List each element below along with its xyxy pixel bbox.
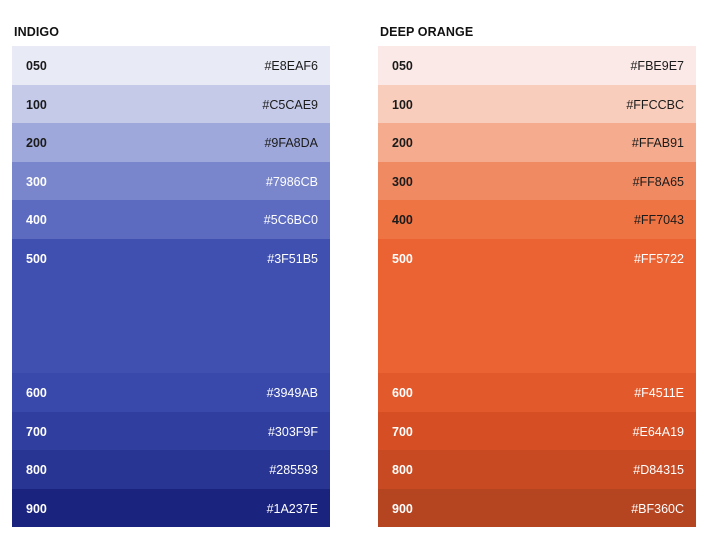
- swatch-shade: 500: [26, 251, 47, 266]
- swatch-500: 500 #3F51B5: [12, 238, 330, 373]
- swatch-hex: #FF5722: [633, 251, 684, 266]
- swatch-shade: 050: [392, 59, 413, 73]
- swatch-shade: 200: [26, 136, 47, 151]
- swatch-hex: #E64A19: [632, 424, 684, 439]
- swatch-shade: 400: [26, 213, 47, 228]
- swatch-300: 300 #FF8A65: [378, 161, 696, 201]
- swatch-shade: 700: [26, 424, 47, 439]
- swatch-hex: #9FA8DA: [264, 136, 318, 151]
- swatch-600: 600 #F4511E: [378, 372, 696, 412]
- swatch-500: 500 #FF5722: [378, 238, 696, 373]
- swatch-shade: 200: [392, 136, 413, 151]
- swatch-hex: #C5CAE9: [262, 97, 318, 112]
- swatch-hex: #FBE9E7: [630, 59, 684, 73]
- palette-title: INDIGO: [14, 25, 60, 39]
- swatch-hex: #FFAB91: [631, 136, 684, 151]
- swatch-shade: 900: [26, 501, 47, 516]
- palette-title: DEEP ORANGE: [380, 25, 474, 39]
- palette-indigo: INDIGO 050 #E8EAF6 100 #C5CAE9 200 #9FA8DA …: [12, 0, 330, 528]
- swatch-hex: #303F9F: [267, 424, 318, 439]
- swatch-hex: #BF360C: [631, 501, 684, 516]
- swatch-200: 200 #9FA8DA: [12, 123, 330, 162]
- swatch-hex: #5C6BC0: [263, 213, 318, 228]
- swatch-shade: 500: [392, 251, 413, 266]
- swatch-shade: 300: [392, 174, 413, 189]
- swatch-600: 600 #3949AB: [12, 372, 330, 412]
- swatch-hex: #1A237E: [266, 501, 318, 516]
- swatch-900: 900 #BF360C: [378, 488, 696, 528]
- swatch-hex: #3F51B5: [267, 251, 318, 266]
- swatch-100: 100 #C5CAE9: [12, 84, 330, 124]
- swatch-hex: #F4511E: [634, 385, 684, 400]
- swatch-hex: #D84315: [633, 463, 684, 478]
- swatch-050: 050 #E8EAF6: [12, 46, 330, 85]
- swatch-400: 400 #FF7043: [378, 200, 696, 239]
- swatch-700: 700 #303F9F: [12, 411, 330, 451]
- swatch-shade: 100: [392, 97, 413, 112]
- swatch-800: 800 #D84315: [378, 450, 696, 489]
- swatch-shade: 800: [26, 463, 47, 478]
- swatch-200: 200 #FFAB91: [378, 123, 696, 162]
- swatch-300: 300 #7986CB: [12, 161, 330, 201]
- swatch-shade: 700: [392, 424, 413, 439]
- swatch-shade: 600: [392, 385, 413, 400]
- swatch-hex: #FFCCBC: [626, 97, 684, 112]
- swatch-800: 800 #285593: [12, 450, 330, 489]
- swatch-700: 700 #E64A19: [378, 411, 696, 451]
- swatch-shade: 050: [26, 59, 47, 73]
- swatch-hex: #E8EAF6: [264, 59, 318, 73]
- swatch-100: 100 #FFCCBC: [378, 84, 696, 124]
- swatch-shade: 300: [26, 174, 47, 189]
- palette-deep-orange: DEEP ORANGE 050 #FBE9E7 100 #FFCCBC 200 #FF…: [378, 0, 696, 528]
- swatch-shade: 600: [26, 385, 47, 400]
- swatch-shade: 800: [392, 463, 413, 478]
- swatch-shade: 100: [26, 97, 47, 112]
- swatch-shade: 400: [392, 213, 413, 228]
- swatch-hex: #7986CB: [265, 174, 318, 189]
- swatch-hex: #3949AB: [266, 385, 318, 400]
- swatch-hex: #FF8A65: [632, 174, 684, 189]
- swatch-hex: #285593: [269, 463, 318, 478]
- swatch-400: 400 #5C6BC0: [12, 200, 330, 239]
- swatch-hex: #FF7043: [633, 213, 684, 228]
- swatch-050: 050 #FBE9E7: [378, 46, 696, 85]
- swatch-shade: 900: [392, 501, 413, 516]
- swatch-900: 900 #1A237E: [12, 488, 330, 528]
